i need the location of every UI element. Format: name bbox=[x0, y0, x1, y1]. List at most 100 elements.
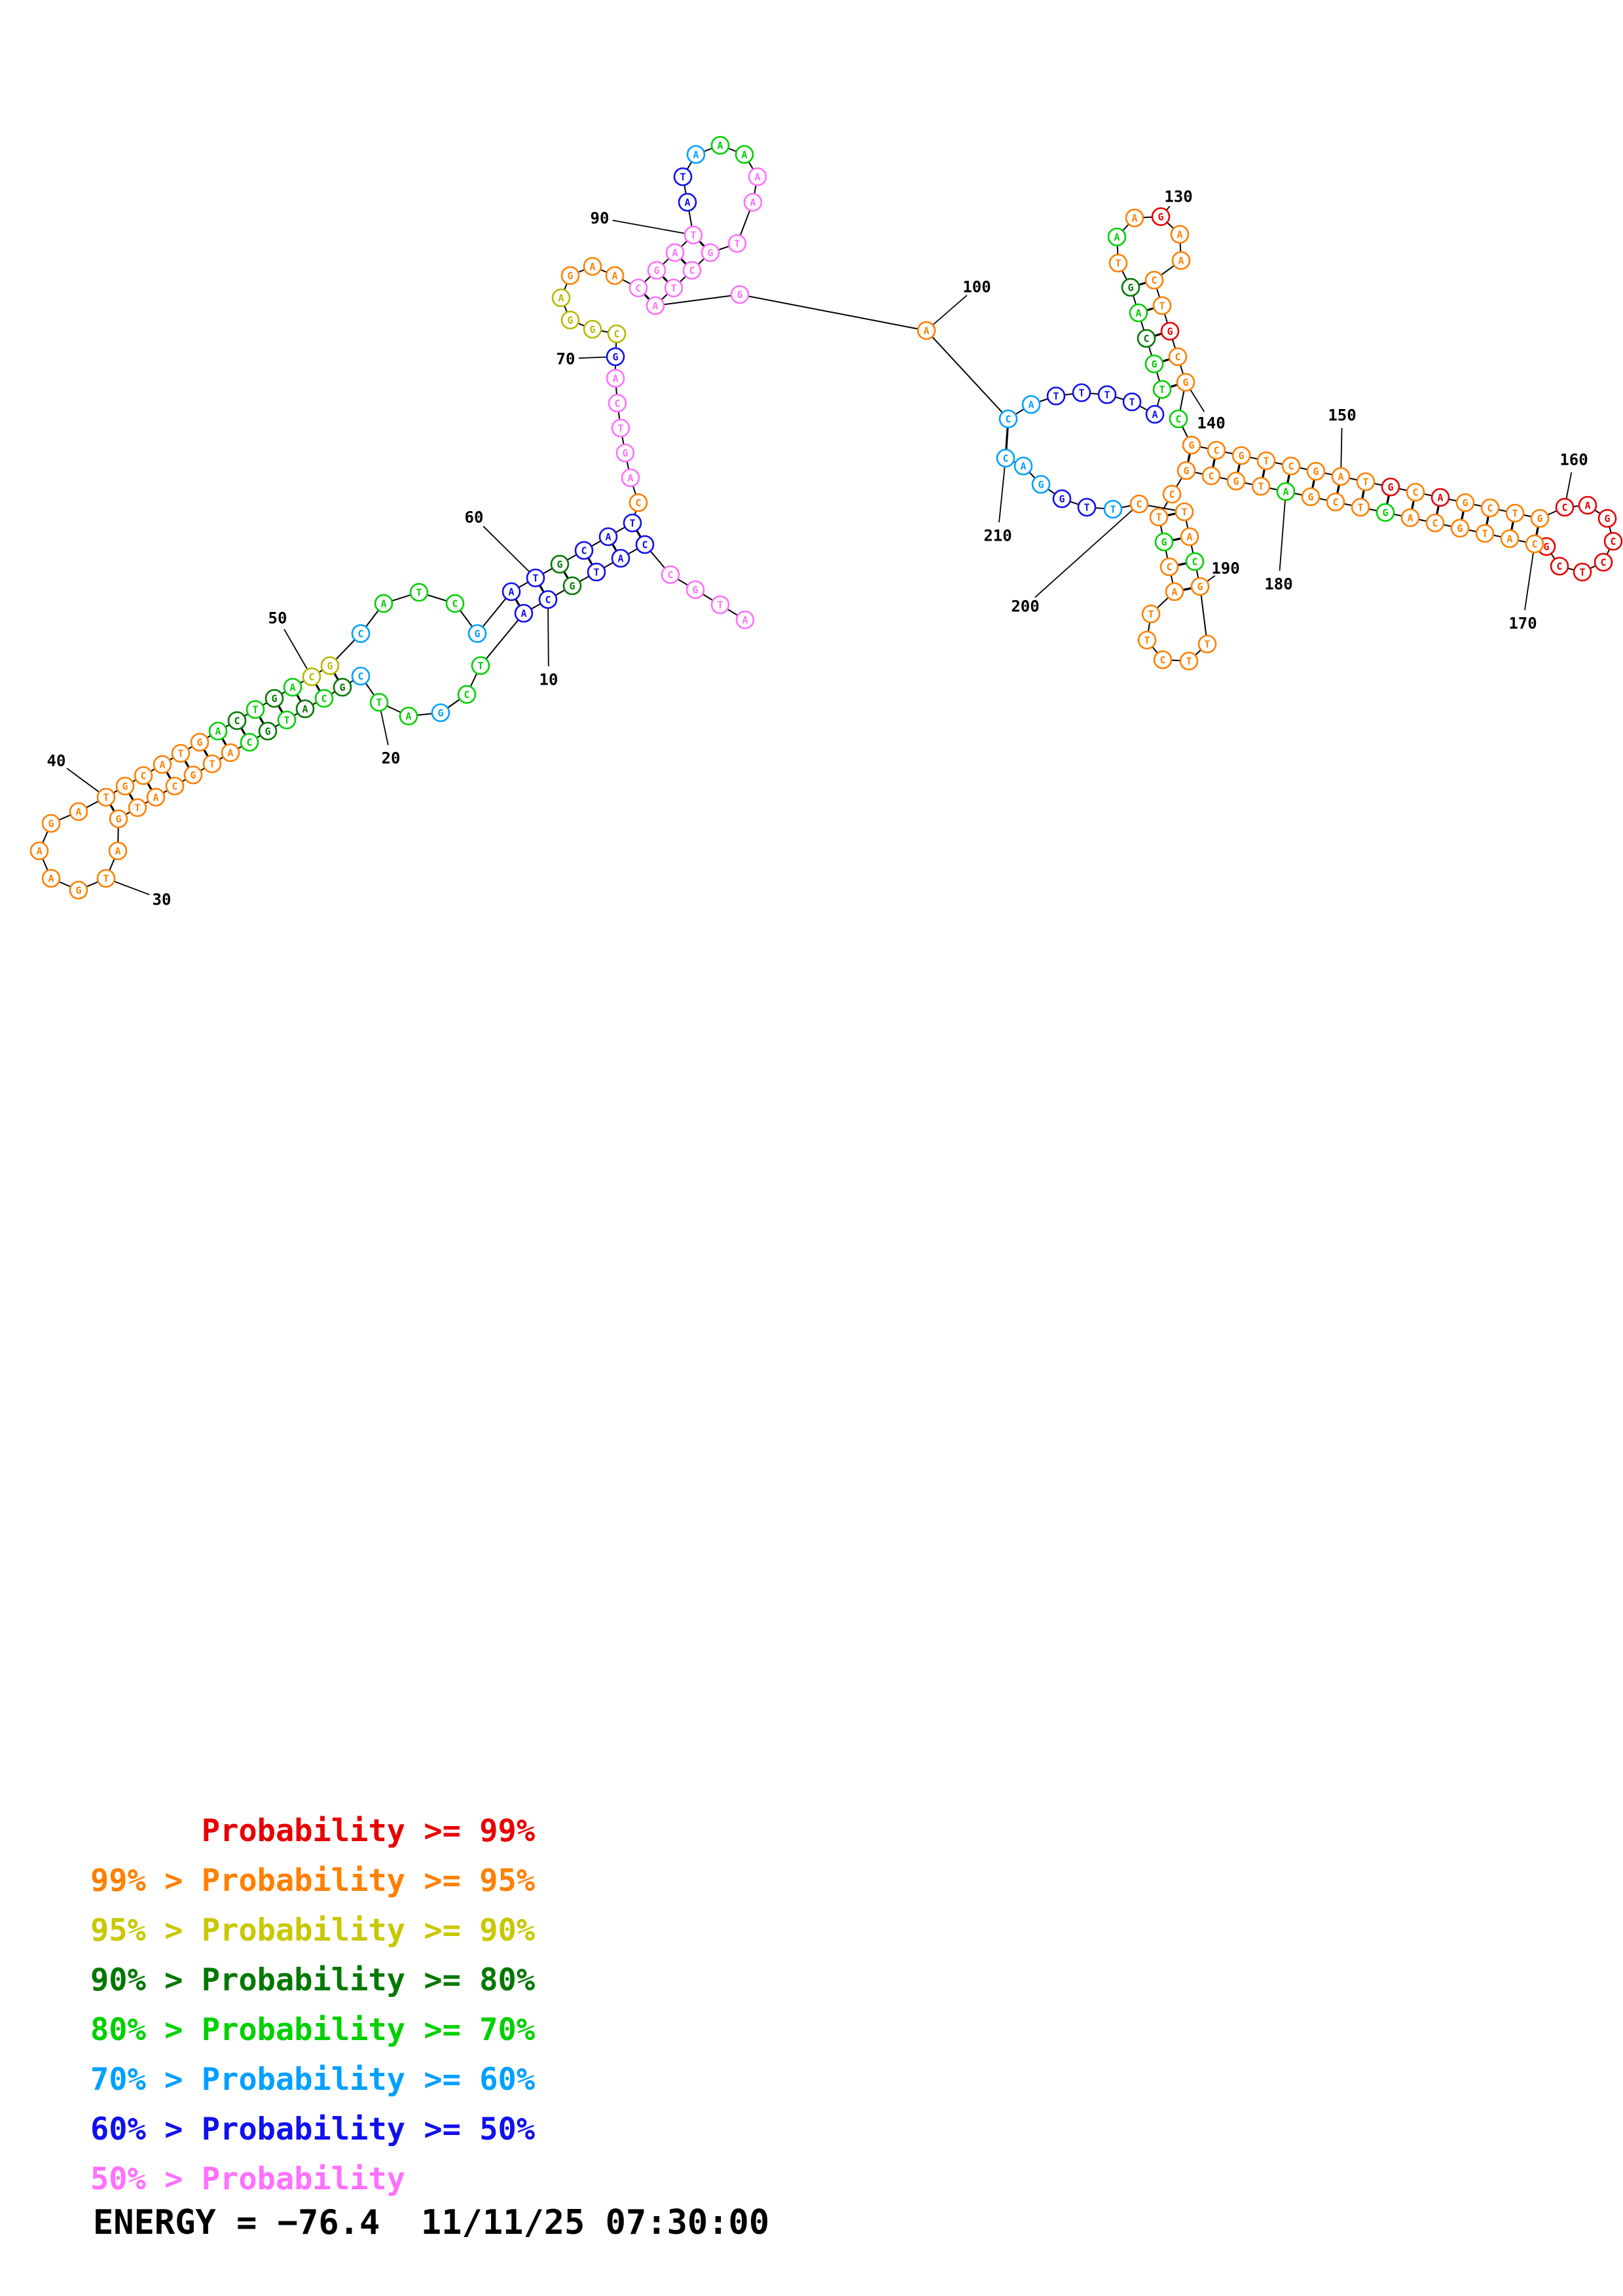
nucleotide bbox=[1331, 467, 1351, 486]
nucleotide bbox=[1153, 650, 1173, 670]
nucleotide bbox=[1578, 495, 1597, 515]
nucleotide bbox=[1594, 552, 1613, 572]
nucleotide bbox=[399, 706, 418, 726]
nucleotide bbox=[471, 656, 490, 675]
nucleotide bbox=[665, 243, 685, 262]
position-label: 180 bbox=[1264, 575, 1292, 593]
nucleotide bbox=[1550, 556, 1569, 576]
legend-line: 80% > Probability >= 70% bbox=[90, 2012, 536, 2048]
nucleotide bbox=[134, 766, 153, 785]
nucleotide-letter: C bbox=[642, 539, 647, 550]
nucleotide-letter: A bbox=[1338, 471, 1343, 482]
nucleotide bbox=[1505, 503, 1525, 523]
nucleotide bbox=[146, 787, 166, 807]
nucleotide-letter: G bbox=[1167, 325, 1173, 337]
nucleotide bbox=[1077, 497, 1097, 517]
nucleotide bbox=[743, 192, 763, 212]
nucleotide bbox=[69, 802, 88, 821]
nucleotide-letter: C bbox=[1412, 486, 1418, 498]
nucleotide-letter: G bbox=[1161, 536, 1167, 548]
nucleotide-letter: G bbox=[1537, 512, 1542, 524]
nucleotide-letter: C bbox=[1002, 452, 1008, 464]
nucleotide bbox=[686, 145, 706, 164]
nucleotide bbox=[351, 666, 371, 686]
nucleotide bbox=[1159, 557, 1179, 577]
nucleotide-letter: T bbox=[1078, 387, 1084, 399]
nucleotide-letter: G bbox=[569, 580, 575, 592]
position-label: 160 bbox=[1559, 450, 1588, 469]
nucleotide-letter: T bbox=[1129, 396, 1135, 408]
nucleotide-letter: G bbox=[1158, 211, 1163, 223]
nucleotide-letter: T bbox=[209, 758, 215, 770]
nucleotide bbox=[240, 732, 259, 752]
nucleotide-letter: G bbox=[122, 780, 128, 792]
nucleotide bbox=[1103, 499, 1123, 519]
nucleotide bbox=[661, 565, 680, 584]
nucleotide bbox=[264, 689, 284, 708]
nucleotide-letter: T bbox=[177, 747, 183, 759]
nucleotide bbox=[1185, 552, 1205, 571]
nucleotide-letter: C bbox=[1556, 560, 1562, 572]
nucleotide-letter: T bbox=[252, 704, 258, 715]
nucleotide-letter: T bbox=[416, 586, 422, 598]
nucleotide bbox=[1154, 532, 1174, 552]
label-leader-line bbox=[1524, 543, 1535, 611]
nucleotide-letter: A bbox=[652, 300, 658, 312]
backbone-segment bbox=[1199, 586, 1208, 645]
nucleotide bbox=[1179, 651, 1199, 671]
nucleotide bbox=[1301, 487, 1321, 507]
nucleotide bbox=[562, 576, 582, 596]
nucleotide bbox=[115, 776, 135, 796]
nucleotide bbox=[1021, 395, 1041, 414]
nucleotide-letter: A bbox=[1506, 533, 1512, 545]
nucleotide-letter: A bbox=[617, 552, 623, 564]
nucleotide bbox=[664, 278, 684, 298]
nucleotide bbox=[1108, 253, 1128, 273]
nucleotide bbox=[1425, 513, 1445, 533]
nucleotide-letter: A bbox=[672, 247, 678, 259]
nucleotide bbox=[277, 710, 297, 730]
nucleotide bbox=[1376, 503, 1395, 522]
nucleotide bbox=[748, 167, 767, 187]
nucleotide bbox=[682, 260, 702, 280]
nucleotide bbox=[96, 869, 116, 888]
nucleotide-letter: T bbox=[629, 517, 635, 529]
nucleotide bbox=[607, 324, 627, 344]
nucleotide-letter: G bbox=[1238, 450, 1244, 461]
nucleotide-letter: C bbox=[614, 397, 620, 409]
nucleotide-letter: A bbox=[1178, 255, 1184, 266]
nucleotide-letter: C bbox=[452, 598, 458, 609]
nucleotide bbox=[1149, 507, 1169, 527]
nucleotide-letter: C bbox=[1432, 517, 1438, 529]
nucleotide-letter: T bbox=[376, 696, 382, 708]
nucleotide-letter: T bbox=[1053, 390, 1059, 402]
nucleotide-letter: G bbox=[474, 628, 480, 639]
nucleotide bbox=[295, 699, 315, 719]
nucleotide-letter: G bbox=[1188, 439, 1194, 451]
backbone-segment bbox=[739, 294, 927, 331]
nucleotide-letter: A bbox=[1584, 499, 1590, 511]
nucleotide bbox=[302, 667, 321, 687]
nucleotide bbox=[1231, 446, 1251, 465]
nucleotide bbox=[69, 880, 88, 900]
nucleotide bbox=[1031, 475, 1051, 494]
nucleotide-letter: G bbox=[1127, 281, 1133, 293]
nucleotide bbox=[514, 603, 534, 623]
nucleotide-letter: C bbox=[464, 689, 469, 700]
nucleotide-letter: T bbox=[1104, 389, 1110, 401]
nucleotide-letter: T bbox=[1159, 384, 1165, 395]
nucleotide bbox=[1197, 634, 1217, 654]
nucleotide-letter: G bbox=[567, 314, 573, 326]
nucleotide bbox=[646, 296, 665, 315]
nucleotide-letter: T bbox=[283, 714, 289, 726]
nucleotide bbox=[1165, 582, 1184, 601]
nucleotide bbox=[41, 869, 61, 888]
nucleotide-letter: G bbox=[1462, 497, 1468, 509]
nucleotide-letter: A bbox=[1186, 531, 1192, 543]
nucleotide bbox=[165, 776, 185, 796]
nucleotide-letter: T bbox=[1186, 655, 1192, 667]
nucleotide-letter: C bbox=[1288, 460, 1294, 472]
nucleotide-letter: A bbox=[1131, 212, 1137, 224]
nucleotide-letter: A bbox=[302, 703, 308, 715]
nucleotide-letter: A bbox=[742, 614, 748, 626]
